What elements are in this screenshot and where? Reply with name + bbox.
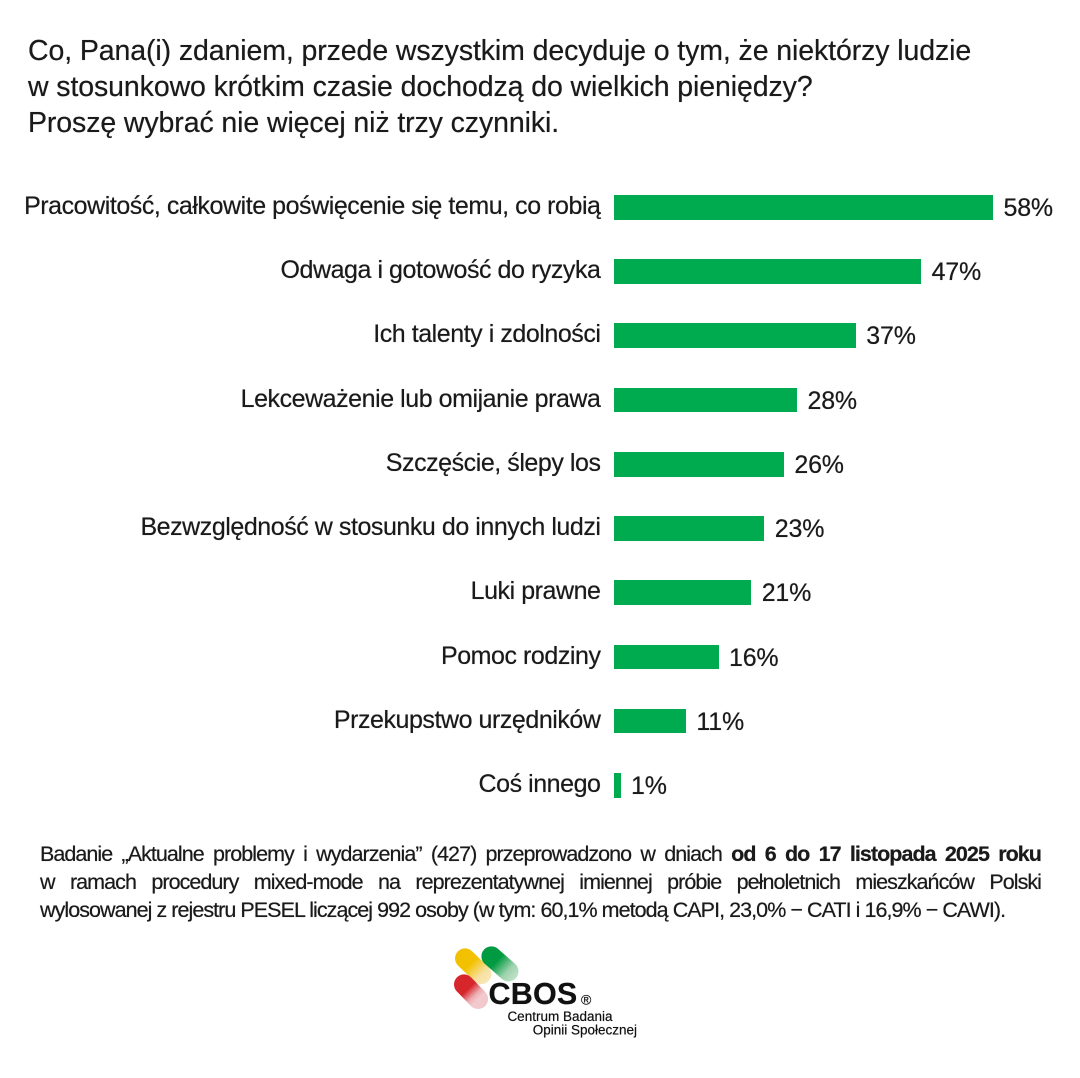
- svg-text:Centrum Badania: Centrum Badania: [507, 1009, 613, 1024]
- svg-text:®: ®: [581, 992, 592, 1008]
- svg-text:CBOS: CBOS: [489, 977, 578, 1011]
- svg-text:Opinii Społecznej: Opinii Społecznej: [533, 1023, 637, 1038]
